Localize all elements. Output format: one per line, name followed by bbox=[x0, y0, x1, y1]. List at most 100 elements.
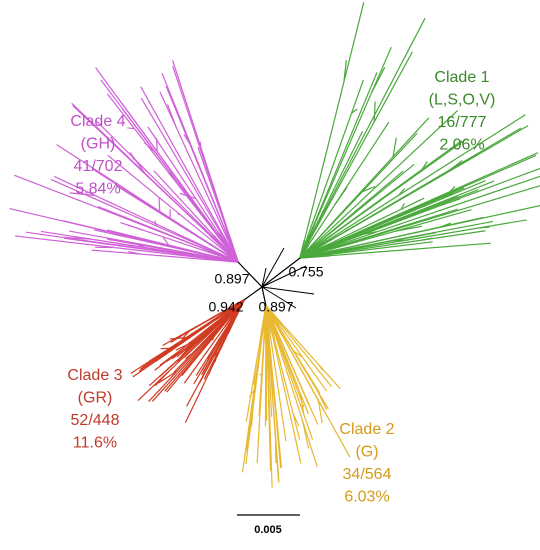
branch bbox=[95, 67, 217, 233]
branch bbox=[269, 331, 287, 442]
branch bbox=[299, 254, 331, 259]
branch bbox=[212, 234, 239, 263]
branch bbox=[312, 114, 526, 251]
branch bbox=[149, 351, 165, 362]
branch bbox=[138, 318, 217, 372]
branches bbox=[9, 2, 540, 488]
branch bbox=[382, 209, 411, 224]
branch bbox=[317, 400, 323, 424]
branch bbox=[328, 219, 527, 254]
branch bbox=[201, 353, 215, 374]
branch bbox=[107, 154, 228, 254]
branch bbox=[140, 86, 224, 236]
branch bbox=[148, 321, 224, 402]
branch bbox=[154, 371, 170, 387]
branch bbox=[176, 355, 196, 378]
branch bbox=[303, 72, 378, 249]
branch bbox=[271, 320, 319, 425]
branch bbox=[256, 330, 266, 464]
branch bbox=[314, 46, 392, 225]
branch bbox=[309, 110, 459, 249]
bootstrap-value: 0.755 bbox=[288, 264, 323, 280]
branch bbox=[271, 335, 302, 464]
clade-label: 11.6% bbox=[73, 435, 117, 452]
branch bbox=[316, 216, 484, 255]
branch bbox=[422, 237, 433, 241]
branch bbox=[95, 119, 213, 237]
branch bbox=[179, 192, 196, 200]
stem bbox=[261, 265, 307, 288]
branch bbox=[397, 188, 406, 196]
branch bbox=[327, 197, 425, 246]
branch bbox=[175, 338, 199, 351]
branch bbox=[312, 163, 415, 249]
branch bbox=[159, 91, 235, 254]
branch bbox=[158, 370, 178, 384]
clade-label: 16/777 bbox=[438, 114, 487, 131]
branch bbox=[50, 178, 217, 253]
branch bbox=[302, 420, 310, 449]
branch bbox=[183, 326, 226, 384]
branch bbox=[335, 185, 540, 248]
branch bbox=[449, 160, 463, 171]
branch bbox=[72, 105, 212, 237]
branch bbox=[229, 236, 239, 263]
branch bbox=[275, 336, 318, 467]
clade-label: 5.84% bbox=[75, 181, 120, 198]
branch bbox=[151, 328, 219, 402]
branch bbox=[159, 351, 179, 366]
branch bbox=[400, 202, 405, 210]
branch bbox=[440, 222, 452, 228]
clade-label: (GH) bbox=[81, 136, 116, 153]
branch bbox=[177, 307, 231, 339]
bootstrap-value: 0.942 bbox=[208, 299, 243, 315]
branch bbox=[164, 318, 228, 392]
branch bbox=[370, 67, 386, 94]
branch bbox=[107, 93, 217, 235]
branch bbox=[362, 186, 376, 193]
stem bbox=[243, 286, 263, 301]
branch bbox=[9, 207, 209, 256]
branch bbox=[278, 326, 321, 394]
branch bbox=[271, 313, 328, 392]
clade-label: (GR) bbox=[78, 390, 113, 407]
stem bbox=[261, 257, 301, 288]
branch bbox=[165, 86, 233, 249]
branch bbox=[275, 331, 309, 415]
stem bbox=[261, 286, 267, 307]
branch bbox=[206, 337, 221, 360]
branch bbox=[166, 308, 238, 393]
branch bbox=[132, 157, 150, 174]
branch bbox=[268, 341, 280, 483]
branch bbox=[53, 175, 227, 258]
branch bbox=[251, 318, 265, 410]
bootstrap-value: 0.897 bbox=[214, 271, 249, 287]
branch bbox=[478, 226, 490, 229]
branch bbox=[197, 147, 226, 226]
bootstrap-value: 0.897 bbox=[258, 299, 293, 315]
branch bbox=[280, 321, 341, 390]
branch bbox=[158, 197, 161, 213]
branch bbox=[201, 356, 211, 371]
branch bbox=[128, 250, 141, 255]
stem bbox=[261, 267, 267, 288]
branch bbox=[273, 315, 332, 387]
branch bbox=[217, 231, 239, 263]
branch bbox=[253, 362, 258, 385]
stem bbox=[237, 261, 263, 288]
branch bbox=[268, 333, 283, 468]
branch bbox=[313, 209, 472, 255]
branch bbox=[278, 342, 314, 440]
branch bbox=[299, 233, 333, 259]
branch bbox=[332, 127, 522, 240]
branch bbox=[330, 230, 486, 255]
branch bbox=[316, 390, 328, 410]
branch bbox=[64, 237, 212, 259]
branch bbox=[351, 108, 358, 114]
branch bbox=[272, 376, 274, 395]
branch bbox=[56, 144, 221, 252]
branch bbox=[307, 117, 430, 250]
branch bbox=[165, 347, 186, 363]
branch bbox=[373, 101, 376, 123]
clade-label: 2.06% bbox=[439, 137, 484, 154]
